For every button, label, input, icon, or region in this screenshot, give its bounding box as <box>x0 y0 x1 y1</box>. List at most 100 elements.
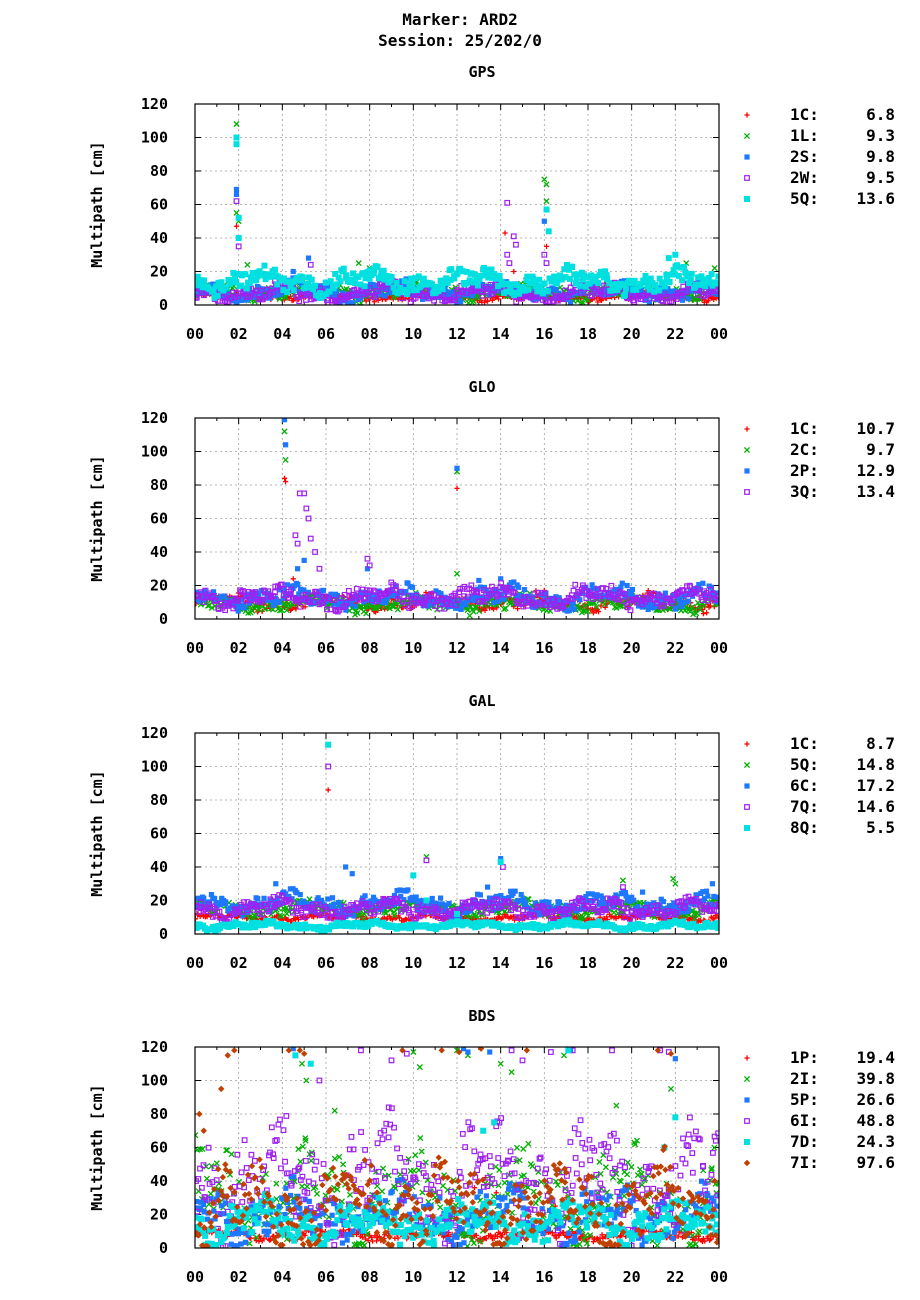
data-point <box>506 894 512 901</box>
data-point <box>635 904 641 910</box>
data-point <box>684 273 691 280</box>
data-point <box>709 902 715 908</box>
data-point <box>214 292 221 299</box>
data-point <box>396 900 403 907</box>
data-point <box>346 291 352 298</box>
data-point <box>287 607 294 614</box>
data-point <box>638 287 644 293</box>
data-point <box>518 891 524 898</box>
y-tick-label: 40 <box>150 229 168 247</box>
plot-area <box>195 121 719 305</box>
data-point <box>660 288 666 294</box>
data-point <box>587 897 593 904</box>
data-point <box>322 279 329 286</box>
data-point <box>679 587 685 593</box>
data-point <box>366 267 373 274</box>
data-point <box>405 887 411 893</box>
data-point <box>458 606 464 612</box>
data-point <box>565 266 572 273</box>
data-point <box>311 599 317 605</box>
data-point <box>357 603 364 610</box>
data-point <box>348 276 355 283</box>
data-point <box>334 608 341 615</box>
data-point <box>495 598 502 604</box>
y-tick-label: 20 <box>150 263 168 281</box>
x-tick-label: 14 <box>492 639 510 657</box>
data-point <box>487 281 494 288</box>
plot-area <box>195 418 719 619</box>
data-point <box>201 895 207 901</box>
data-point <box>401 278 408 285</box>
data-point-outlier <box>543 243 550 249</box>
data-point <box>359 586 366 593</box>
x-tick-label: 16 <box>535 954 553 972</box>
data-point <box>366 275 373 282</box>
data-point-outlier <box>290 268 296 275</box>
data-point <box>454 270 461 277</box>
data-point <box>409 281 416 288</box>
data-point <box>255 895 261 902</box>
data-point <box>637 282 644 289</box>
data-point <box>346 293 353 300</box>
legend-marker <box>744 175 750 181</box>
data-point <box>646 299 652 305</box>
data-point <box>687 276 694 283</box>
data-point <box>601 601 608 608</box>
data-point-outlier <box>541 251 548 258</box>
data-point <box>301 587 307 593</box>
data-point <box>480 265 487 272</box>
data-point <box>515 584 522 590</box>
data-point <box>359 270 366 277</box>
data-point <box>299 274 306 281</box>
data-point <box>541 280 548 287</box>
data-point <box>200 292 207 299</box>
data-point <box>554 276 561 283</box>
data-point <box>326 288 333 295</box>
data-point <box>261 895 267 901</box>
x-tick-label: 22 <box>666 639 684 657</box>
plot-area <box>195 741 719 934</box>
data-point <box>643 602 649 608</box>
data-point <box>253 277 260 284</box>
legend-label: 1C: <box>790 419 819 438</box>
data-point <box>550 596 557 603</box>
data-point <box>498 591 505 597</box>
data-point <box>663 293 670 300</box>
data-point <box>241 605 248 611</box>
session-title: Session: 25/202/0 <box>378 31 542 50</box>
data-point <box>373 899 379 905</box>
data-point <box>244 907 251 914</box>
legend-label: 1C: <box>790 105 819 124</box>
data-point <box>298 586 304 592</box>
data-point <box>246 596 253 603</box>
data-point <box>365 590 372 597</box>
data-point <box>263 597 269 603</box>
data-point <box>234 271 241 278</box>
data-point <box>595 299 601 305</box>
data-point <box>546 899 552 905</box>
data-point <box>477 272 484 279</box>
data-point <box>195 903 199 910</box>
data-point <box>392 587 399 593</box>
data-point <box>365 597 372 603</box>
data-point <box>305 280 312 287</box>
data-point <box>452 297 458 304</box>
data-point <box>223 899 229 905</box>
data-point-outlier <box>282 456 289 463</box>
data-point <box>673 262 680 269</box>
data-point <box>703 888 710 894</box>
data-point <box>280 287 287 294</box>
data-point <box>695 291 701 298</box>
data-point <box>652 596 659 603</box>
data-point <box>661 283 668 290</box>
data-point <box>414 907 421 914</box>
legend-marker <box>743 132 751 140</box>
data-point <box>200 593 207 600</box>
y-tick-label: 0 <box>159 925 168 943</box>
data-point <box>428 281 435 288</box>
data-point-outlier <box>484 884 491 890</box>
data-point <box>593 586 599 592</box>
data-point <box>278 292 284 298</box>
data-point <box>310 904 317 911</box>
data-point <box>366 901 372 908</box>
